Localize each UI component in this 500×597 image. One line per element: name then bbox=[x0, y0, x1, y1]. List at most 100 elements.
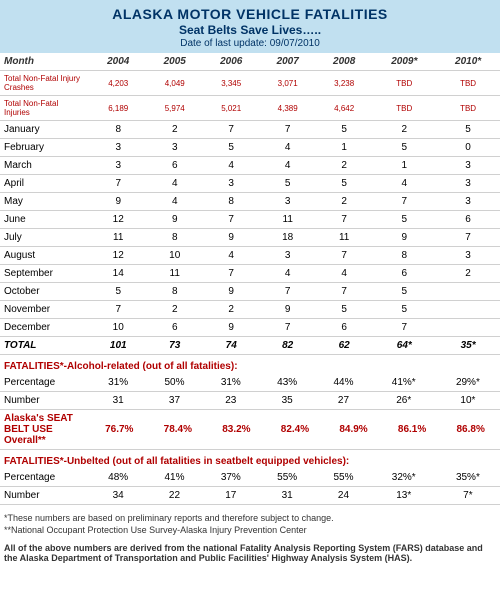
total-val: 64* bbox=[372, 337, 436, 355]
month-val: 3 bbox=[436, 247, 500, 265]
unb-pct-val: 48% bbox=[90, 469, 146, 487]
col-year: 2009* bbox=[372, 53, 436, 71]
month-val: 7 bbox=[436, 229, 500, 247]
injuries-val: 4,642 bbox=[316, 96, 372, 121]
injuries-val: 5,974 bbox=[146, 96, 202, 121]
unb-num-val: 31 bbox=[259, 487, 315, 505]
month-val: 4 bbox=[203, 247, 259, 265]
month-val: 9 bbox=[203, 283, 259, 301]
alc-num-val: 37 bbox=[146, 392, 202, 410]
month-val: 18 bbox=[259, 229, 315, 247]
month-val: 6 bbox=[372, 265, 436, 283]
alc-pct-val: 50% bbox=[146, 374, 202, 392]
month-val: 11 bbox=[259, 211, 315, 229]
month-val: 8 bbox=[203, 193, 259, 211]
total-label: TOTAL bbox=[0, 337, 90, 355]
month-val: 12 bbox=[90, 247, 146, 265]
alc-pct-val: 43% bbox=[259, 374, 315, 392]
month-label: September bbox=[0, 265, 90, 283]
month-val: 14 bbox=[90, 265, 146, 283]
fatalities-table: Month 2004 2005 2006 2007 2008 2009* 201… bbox=[0, 53, 500, 355]
table-row: Number313723352726*10* bbox=[0, 392, 500, 410]
month-val: 3 bbox=[146, 139, 202, 157]
month-val: 3 bbox=[259, 247, 315, 265]
month-label: April bbox=[0, 175, 90, 193]
table-row: March3644213 bbox=[0, 157, 500, 175]
month-val: 11 bbox=[146, 265, 202, 283]
unb-num-val: 17 bbox=[203, 487, 259, 505]
table-header-row: Month 2004 2005 2006 2007 2008 2009* 201… bbox=[0, 53, 500, 71]
pct-label: Percentage bbox=[0, 374, 90, 392]
month-val: 2 bbox=[203, 301, 259, 319]
month-val: 7 bbox=[259, 319, 315, 337]
month-val: 5 bbox=[259, 175, 315, 193]
table-row: October589775 bbox=[0, 283, 500, 301]
month-val: 8 bbox=[372, 247, 436, 265]
unb-num-val: 13* bbox=[372, 487, 436, 505]
table-row: TOTAL1017374826264*35* bbox=[0, 337, 500, 355]
month-val: 10 bbox=[90, 319, 146, 337]
month-val: 7 bbox=[259, 283, 315, 301]
month-val: 4 bbox=[372, 175, 436, 193]
month-val: 7 bbox=[203, 211, 259, 229]
month-val: 5 bbox=[372, 283, 436, 301]
report-container: ALASKA MOTOR VEHICLE FATALITIES Seat Bel… bbox=[0, 0, 500, 567]
total-val: 101 bbox=[90, 337, 146, 355]
col-year: 2004 bbox=[90, 53, 146, 71]
month-val: 1 bbox=[316, 139, 372, 157]
month-val: 7 bbox=[203, 265, 259, 283]
month-val: 9 bbox=[146, 211, 202, 229]
month-val: 2 bbox=[316, 157, 372, 175]
unbelted-section-header: FATALITIES*-Unbelted (out of all fatalit… bbox=[0, 450, 500, 469]
month-val: 1 bbox=[372, 157, 436, 175]
alc-num-val: 10* bbox=[436, 392, 500, 410]
table-row: January8277525 bbox=[0, 121, 500, 139]
month-val: 7 bbox=[90, 301, 146, 319]
total-val: 35* bbox=[436, 337, 500, 355]
unb-pct-val: 41% bbox=[146, 469, 202, 487]
month-val: 6 bbox=[146, 319, 202, 337]
month-label: December bbox=[0, 319, 90, 337]
crashes-val: 3,071 bbox=[259, 71, 315, 96]
month-val: 2 bbox=[316, 193, 372, 211]
alc-pct-val: 44% bbox=[315, 374, 371, 392]
month-val: 4 bbox=[259, 157, 315, 175]
table-row: April7435543 bbox=[0, 175, 500, 193]
month-val: 3 bbox=[259, 193, 315, 211]
alc-pct-val: 41%* bbox=[372, 374, 436, 392]
belt-val: 78.4% bbox=[149, 410, 208, 450]
month-val: 5 bbox=[436, 121, 500, 139]
month-val: 4 bbox=[146, 175, 202, 193]
alc-num-val: 27 bbox=[315, 392, 371, 410]
num-label: Number bbox=[0, 487, 90, 505]
month-val bbox=[436, 283, 500, 301]
month-val: 9 bbox=[259, 301, 315, 319]
unb-pct-val: 37% bbox=[203, 469, 259, 487]
month-val: 5 bbox=[316, 121, 372, 139]
injuries-val: 5,021 bbox=[203, 96, 259, 121]
unb-num-val: 34 bbox=[90, 487, 146, 505]
col-year: 2008 bbox=[316, 53, 372, 71]
month-val bbox=[436, 301, 500, 319]
month-val: 10 bbox=[146, 247, 202, 265]
injuries-val: TBD bbox=[436, 96, 500, 121]
footnotes: *These numbers are based on preliminary … bbox=[0, 505, 500, 567]
table-row: July1189181197 bbox=[0, 229, 500, 247]
month-label: March bbox=[0, 157, 90, 175]
unb-pct-val: 32%* bbox=[372, 469, 436, 487]
month-val: 2 bbox=[146, 301, 202, 319]
month-val: 9 bbox=[203, 229, 259, 247]
report-header: ALASKA MOTOR VEHICLE FATALITIES Seat Bel… bbox=[0, 0, 500, 53]
month-val: 11 bbox=[90, 229, 146, 247]
month-val: 8 bbox=[90, 121, 146, 139]
month-val: 7 bbox=[316, 283, 372, 301]
belt-val: 86.8% bbox=[441, 410, 500, 450]
belt-val: 82.4% bbox=[266, 410, 325, 450]
num-label: Number bbox=[0, 392, 90, 410]
belt-val: 84.9% bbox=[324, 410, 383, 450]
total-val: 74 bbox=[203, 337, 259, 355]
footnote-2: **National Occupant Protection Use Surve… bbox=[4, 525, 496, 535]
injuries-label: Total Non-Fatal Injuries bbox=[0, 96, 90, 121]
total-val: 82 bbox=[259, 337, 315, 355]
month-label: October bbox=[0, 283, 90, 301]
